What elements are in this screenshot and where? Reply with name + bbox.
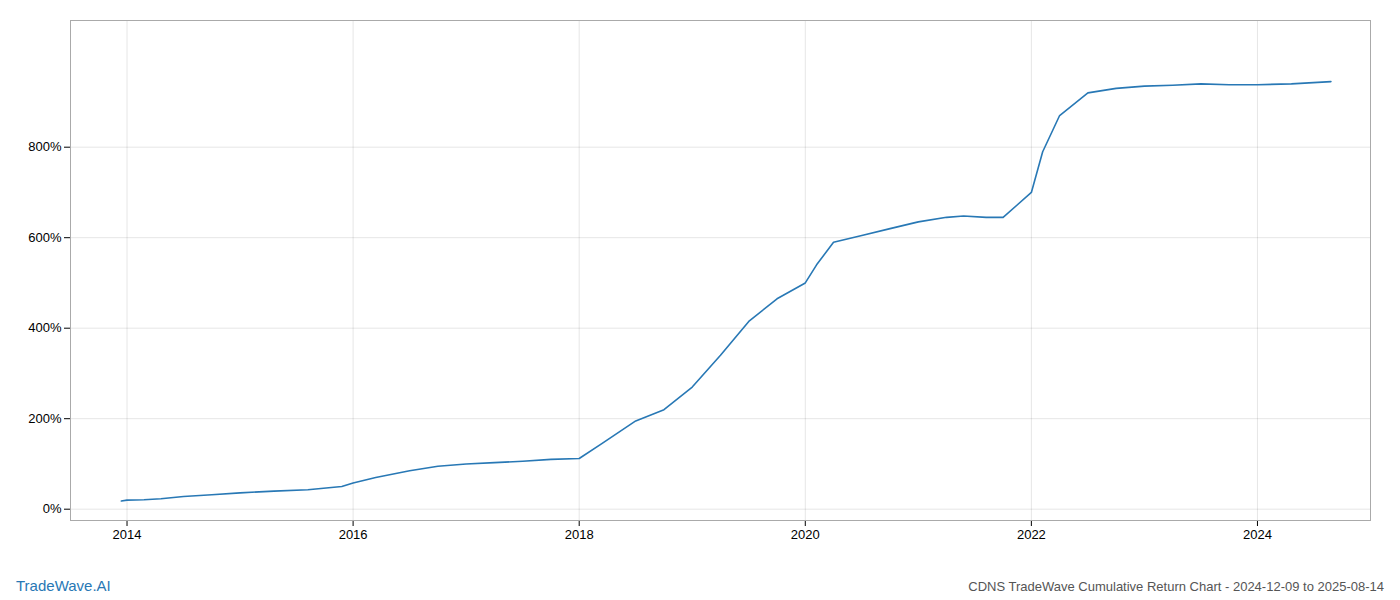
svg-text:2016: 2016: [339, 527, 368, 542]
svg-text:2014: 2014: [113, 527, 142, 542]
svg-text:600%: 600%: [28, 230, 62, 245]
svg-text:800%: 800%: [28, 139, 62, 154]
svg-text:2022: 2022: [1017, 527, 1046, 542]
html-text:CDNS TradeWave Cumulative Retu: CDNS TradeWave Cumulative Return Chart -…: [968, 579, 1384, 594]
svg-text:400%: 400%: [28, 320, 62, 335]
svg-text:2020: 2020: [791, 527, 820, 542]
svg-text:200%: 200%: [28, 411, 62, 426]
svg-text:2024: 2024: [1243, 527, 1272, 542]
svg-text:0%: 0%: [43, 501, 62, 516]
html-text:TradeWave.AI: TradeWave.AI: [16, 577, 111, 594]
svg-text:2018: 2018: [565, 527, 594, 542]
